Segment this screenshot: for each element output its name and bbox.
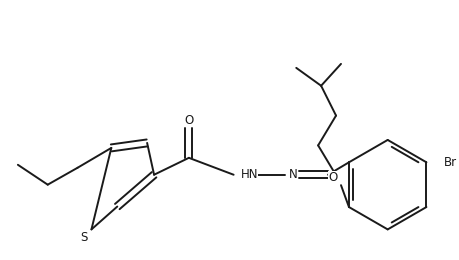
Text: S: S [80,231,87,244]
Text: O: O [329,171,338,184]
Text: N: N [289,168,297,181]
Text: O: O [184,114,194,127]
Text: Br: Br [444,156,458,169]
Text: HN: HN [241,168,258,181]
